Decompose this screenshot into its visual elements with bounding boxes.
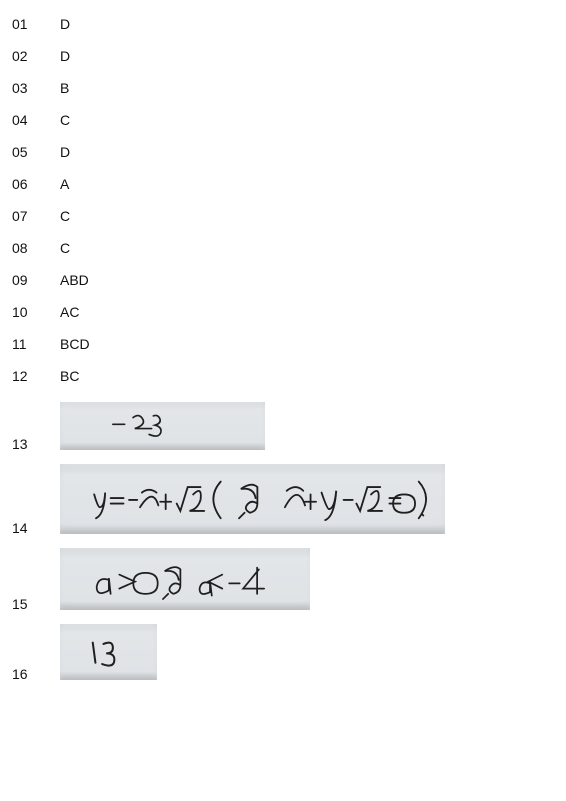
answer-row: 05D [12, 138, 554, 166]
q-ans: D [52, 16, 70, 32]
q-num: 14 [12, 520, 52, 536]
handwriting-icon [74, 548, 292, 610]
answer-row: 08C [12, 234, 554, 262]
hand-answer-16 [60, 624, 157, 680]
answer-row-hand: 14 [12, 456, 554, 536]
answer-row: 06A [12, 170, 554, 198]
q-ans: A [52, 176, 69, 192]
answer-row: 03B [12, 74, 554, 102]
q-num: 15 [12, 596, 52, 612]
answer-row: 04C [12, 106, 554, 134]
q-ans: C [52, 112, 70, 128]
q-ans: B [52, 80, 69, 96]
q-ans: C [52, 240, 70, 256]
q-num: 04 [12, 112, 52, 128]
hand-answer-15 [60, 548, 310, 610]
q-ans: D [52, 48, 70, 64]
answer-row: 01D [12, 10, 554, 38]
q-num: 13 [12, 436, 52, 452]
answer-row-hand: 15 [12, 540, 554, 612]
handwriting-icon [74, 402, 247, 450]
q-ans: AC [52, 304, 79, 320]
answer-row: 11BCD [12, 330, 554, 358]
q-ans: C [52, 208, 70, 224]
q-num: 11 [12, 336, 52, 352]
answer-row: 07C [12, 202, 554, 230]
q-ans: D [52, 144, 70, 160]
q-num: 03 [12, 80, 52, 96]
answer-row: 12BC [12, 362, 554, 390]
q-num: 12 [12, 368, 52, 384]
q-num: 16 [12, 666, 52, 682]
q-num: 02 [12, 48, 52, 64]
answer-row-hand: 13 [12, 394, 554, 452]
q-num: 01 [12, 16, 52, 32]
q-num: 06 [12, 176, 52, 192]
q-num: 08 [12, 240, 52, 256]
answer-row: 02D [12, 42, 554, 70]
handwriting-icon [74, 464, 427, 534]
answer-row: 10AC [12, 298, 554, 326]
q-num: 07 [12, 208, 52, 224]
answer-row: 09ABD [12, 266, 554, 294]
q-ans: BC [52, 368, 79, 384]
answer-row-hand: 16 [12, 616, 554, 682]
q-ans: BCD [52, 336, 90, 352]
q-num: 10 [12, 304, 52, 320]
q-num: 09 [12, 272, 52, 288]
hand-answer-14 [60, 464, 445, 534]
q-num: 05 [12, 144, 52, 160]
hand-answer-13 [60, 402, 265, 450]
q-ans: ABD [52, 272, 89, 288]
handwriting-icon [74, 624, 139, 680]
